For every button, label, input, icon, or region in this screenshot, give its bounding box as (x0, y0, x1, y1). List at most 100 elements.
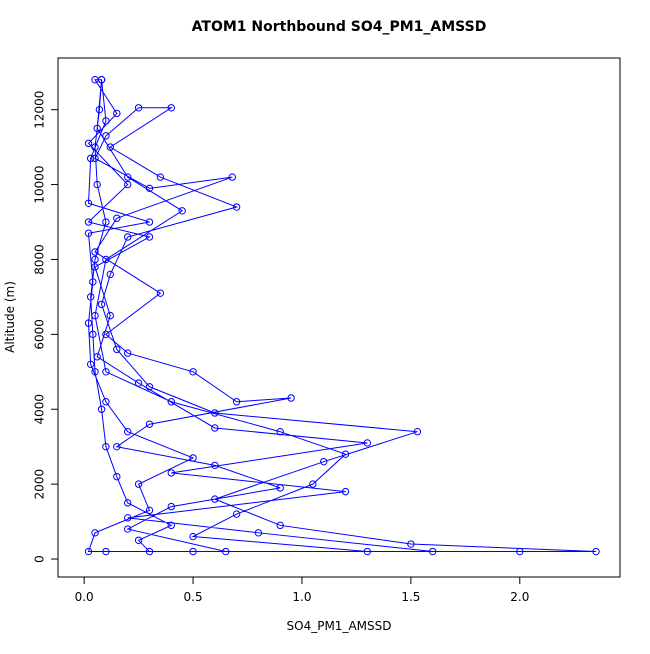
y-tick-label: 2000 (33, 469, 47, 500)
x-axis-label: SO4_PM1_AMSSD (287, 619, 392, 633)
data-point (86, 293, 95, 301)
data-point (102, 368, 110, 376)
data-point (211, 461, 219, 470)
x-tick-label: 0.5 (184, 590, 203, 604)
data-point (113, 472, 121, 481)
data-point (89, 278, 97, 286)
data-point (211, 424, 219, 432)
data-point (84, 229, 93, 237)
data-point (134, 536, 143, 545)
data-point (124, 428, 132, 436)
data-point (232, 510, 241, 518)
data-point (84, 547, 93, 556)
y-tick-label: 12000 (33, 91, 47, 129)
data-point (145, 547, 154, 556)
data-point (102, 255, 110, 264)
data-point (189, 454, 197, 462)
data-point (97, 405, 106, 413)
y-tick-label: 10000 (33, 165, 47, 203)
data-point (592, 547, 600, 556)
data-point (276, 484, 284, 492)
data-point (145, 218, 154, 226)
data-point (113, 442, 121, 451)
data-point (124, 180, 132, 189)
data-point (102, 398, 110, 406)
data-point (413, 428, 422, 436)
data-point (113, 345, 121, 354)
data-point (102, 442, 110, 451)
data-point (106, 311, 114, 320)
data-point (341, 487, 350, 496)
data-point (363, 547, 372, 556)
x-tick-label: 2.0 (510, 590, 529, 604)
data-point (84, 139, 93, 148)
y-tick-label: 6000 (33, 319, 47, 350)
data-point (178, 207, 186, 215)
data-point (134, 480, 143, 488)
x-tick-label: 1.0 (292, 590, 311, 604)
y-tick-label: 4000 (33, 394, 47, 425)
data-point (276, 428, 284, 436)
data-point (91, 76, 99, 84)
data-point (91, 368, 99, 376)
data-point (189, 547, 197, 556)
data-point (91, 263, 99, 271)
data-point (156, 289, 165, 297)
data-point (102, 117, 110, 125)
data-point (167, 521, 175, 530)
data-point (189, 532, 197, 541)
data-point (91, 143, 99, 151)
data-point (84, 319, 93, 327)
data-point (156, 173, 165, 181)
data-point (211, 409, 219, 417)
data-point (102, 132, 110, 140)
data-point (211, 495, 219, 503)
data-point (124, 499, 132, 507)
data-point (106, 143, 114, 151)
data-point (124, 233, 132, 241)
data-point (124, 349, 132, 357)
data-point (95, 105, 104, 114)
data-point (124, 514, 132, 522)
data-point (228, 173, 236, 181)
data-point (134, 104, 143, 112)
data-point (97, 300, 106, 309)
data-point (124, 525, 132, 533)
data-point (516, 547, 524, 556)
data-point (134, 379, 143, 387)
data-point (232, 398, 241, 406)
data-point (287, 394, 295, 402)
data-point (84, 199, 93, 207)
data-point (89, 330, 97, 339)
x-tick-label: 0.0 (75, 590, 94, 604)
data-point (91, 311, 99, 320)
data-point (113, 214, 121, 222)
data-point (167, 104, 175, 112)
data-point (91, 248, 99, 256)
data-point (167, 502, 175, 511)
data-point (189, 368, 197, 376)
data-point (145, 184, 154, 193)
data-point (167, 469, 175, 477)
data-point (320, 457, 328, 466)
data-point (363, 439, 372, 447)
y-axis-label: Altitude (m) (3, 281, 17, 353)
chart-title: ATOM1 Northbound SO4_PM1_AMSSD (192, 19, 487, 35)
data-point (167, 398, 175, 406)
data-point (91, 154, 99, 163)
data-point (276, 521, 284, 530)
data-point (407, 540, 415, 548)
plot-frame (57, 57, 621, 578)
y-tick-label: 8000 (33, 244, 47, 275)
data-point (86, 360, 95, 369)
data-point (232, 203, 241, 211)
data-point (91, 529, 99, 537)
data-point (102, 218, 110, 226)
data-point (113, 109, 121, 118)
data-point (124, 173, 132, 181)
data-point (93, 124, 101, 133)
data-point (86, 154, 95, 163)
data-point (428, 547, 437, 556)
